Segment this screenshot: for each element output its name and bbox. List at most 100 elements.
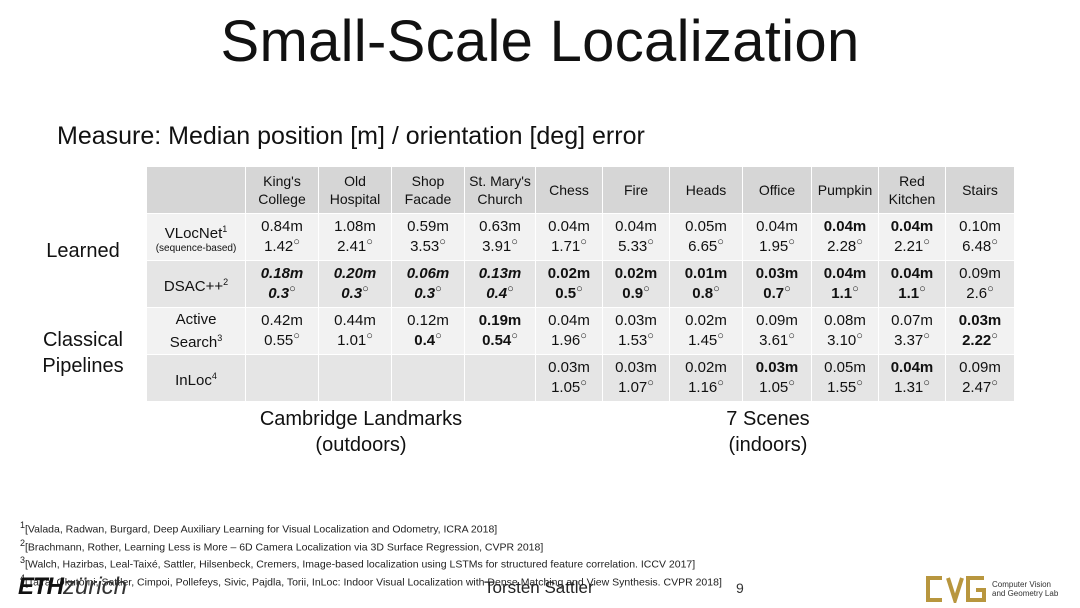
table-cell: 0.04m 5.33○ (602, 213, 670, 261)
position-error: 0.04m (890, 218, 934, 235)
method-name-text: InLoc (175, 371, 212, 389)
orientation-error-line: 1.1○ (813, 284, 878, 304)
position-error: 0.06m (406, 265, 450, 282)
orientation-error-line: 0.7○ (744, 283, 811, 304)
position-error: 0.04m (823, 218, 867, 235)
reference-item: 3[Walch, Hazirbas, Leal-Taixé, Sattler, … (20, 554, 722, 572)
degree-icon: ○ (991, 377, 998, 389)
table-cell: 0.03m 1.53○ (602, 307, 670, 355)
degree-icon: ○ (511, 330, 518, 342)
column-header-line1: Red (899, 173, 925, 189)
column-header-line1: Chess (549, 182, 589, 198)
column-header-line1: Stairs (962, 182, 998, 198)
position-error: 0.04m (890, 359, 934, 376)
orientation-error: 1.45 (688, 332, 718, 349)
table-cell: 0.84m 1.42○ (245, 213, 319, 261)
table-cell (318, 354, 392, 402)
reference-text: [Walch, Hazirbas, Leal-Taixé, Sattler, H… (25, 558, 696, 571)
position-error: 0.10m (959, 218, 1001, 235)
position-error: 0.09m (959, 265, 1001, 282)
degree-icon: ○ (647, 236, 654, 248)
table-cell: 0.03m 0.7○ (742, 260, 812, 308)
method-name-line2: Search3 (148, 329, 245, 352)
orientation-error: 1.42 (264, 238, 294, 255)
orientation-error: 1.05 (759, 379, 789, 396)
table-cell: 0.19m 0.54○ (464, 307, 536, 355)
orientation-error: 1.1 (831, 285, 853, 302)
degree-icon: ○ (923, 330, 930, 342)
reference-number: 4 (20, 572, 26, 583)
orientation-error-line: 0.9○ (604, 283, 669, 304)
orientation-error: 5.33 (618, 238, 648, 255)
orientation-error-line: 2.6○ (947, 284, 1014, 304)
orientation-error-line: 3.53○ (393, 237, 464, 257)
degree-icon: ○ (366, 330, 373, 342)
table-cell: 0.44m 1.01○ (318, 307, 392, 355)
orientation-error: 3.53 (410, 238, 440, 255)
orientation-error: 0.54 (482, 332, 512, 349)
orientation-error: 1.1 (898, 285, 920, 302)
degree-icon: ○ (643, 283, 650, 295)
position-error: 0.03m (615, 312, 657, 329)
orientation-error: 3.10 (827, 332, 857, 349)
position-error: 0.02m (685, 359, 727, 376)
position-error: 0.09m (959, 359, 1001, 376)
column-header-line1: Office (758, 182, 796, 198)
reference-item: 4[Taira, Okutomi, Sattler, Cimpoi, Polle… (20, 572, 722, 590)
position-error: 0.13m (478, 265, 522, 282)
degree-icon: ○ (923, 377, 930, 389)
degree-icon: ○ (717, 236, 724, 248)
degree-icon: ○ (576, 283, 583, 295)
header-row: King's College Old Hospital Shop Facade St. Ma… (146, 166, 1015, 214)
degree-icon: ○ (856, 330, 863, 342)
column-header: Shop Facade (391, 166, 465, 214)
orientation-error-line: 1.05○ (537, 378, 602, 398)
table-cell: 1.08m 2.41○ (318, 213, 392, 261)
orientation-error: 0.55 (264, 332, 294, 349)
column-header-line2: Church (477, 191, 523, 207)
orientation-error-line: 2.41○ (320, 237, 391, 257)
degree-icon: ○ (580, 330, 587, 342)
method-ref-number: 1 (222, 223, 228, 234)
column-header-line1: Shop (411, 173, 445, 189)
degree-icon: ○ (991, 330, 998, 342)
table-cell: 0.12m 0.4○ (391, 307, 465, 355)
degree-icon: ○ (856, 236, 863, 248)
table-cell: 0.04m 2.28○ (811, 213, 879, 261)
column-header-line1: Fire (623, 182, 649, 198)
table-cell: 0.04m 1.71○ (535, 213, 603, 261)
position-error: 0.19m (478, 312, 522, 329)
position-error: 0.12m (407, 312, 449, 329)
degree-icon: ○ (717, 330, 724, 342)
position-error: 0.03m (755, 265, 799, 282)
orientation-error-line: 2.28○ (813, 236, 878, 257)
orientation-error-line: 3.61○ (744, 331, 811, 351)
table-row: Active Search3 0.42m 0.55○ 0.44m 1.01○ 0.12m 0.… (146, 307, 1015, 355)
orientation-error: 6.48 (962, 238, 992, 255)
position-error: 0.44m (334, 312, 376, 329)
degree-icon: ○ (713, 283, 720, 295)
position-error: 0.02m (547, 265, 591, 282)
orientation-error-line: 1.05○ (744, 378, 811, 398)
orientation-error: 0.3 (414, 285, 436, 302)
orientation-error: 0.4 (414, 332, 436, 349)
position-error: 0.03m (958, 312, 1002, 329)
degree-icon: ○ (362, 283, 369, 295)
position-error: 0.09m (756, 312, 798, 329)
position-error: 0.04m (548, 312, 590, 329)
orientation-error-line: 2.22○ (947, 330, 1014, 351)
table-cell: 0.09m 3.61○ (742, 307, 812, 355)
column-header-line1: Heads (685, 182, 727, 198)
position-error: 0.42m (261, 312, 303, 329)
degree-icon: ○ (919, 283, 926, 295)
method-name: DSAC++2 (146, 260, 246, 308)
orientation-error-line: 0.4○ (466, 284, 535, 304)
column-header-line2: Facade (404, 191, 452, 207)
orientation-error-line: 0.3○ (320, 283, 391, 304)
table-cell: 0.09m 2.47○ (945, 354, 1015, 402)
orientation-error-line: 1.95○ (744, 237, 811, 257)
orientation-error-line: 1.31○ (880, 377, 945, 398)
degree-icon: ○ (717, 377, 724, 389)
degree-icon: ○ (784, 283, 791, 295)
position-error: 0.05m (685, 218, 727, 235)
